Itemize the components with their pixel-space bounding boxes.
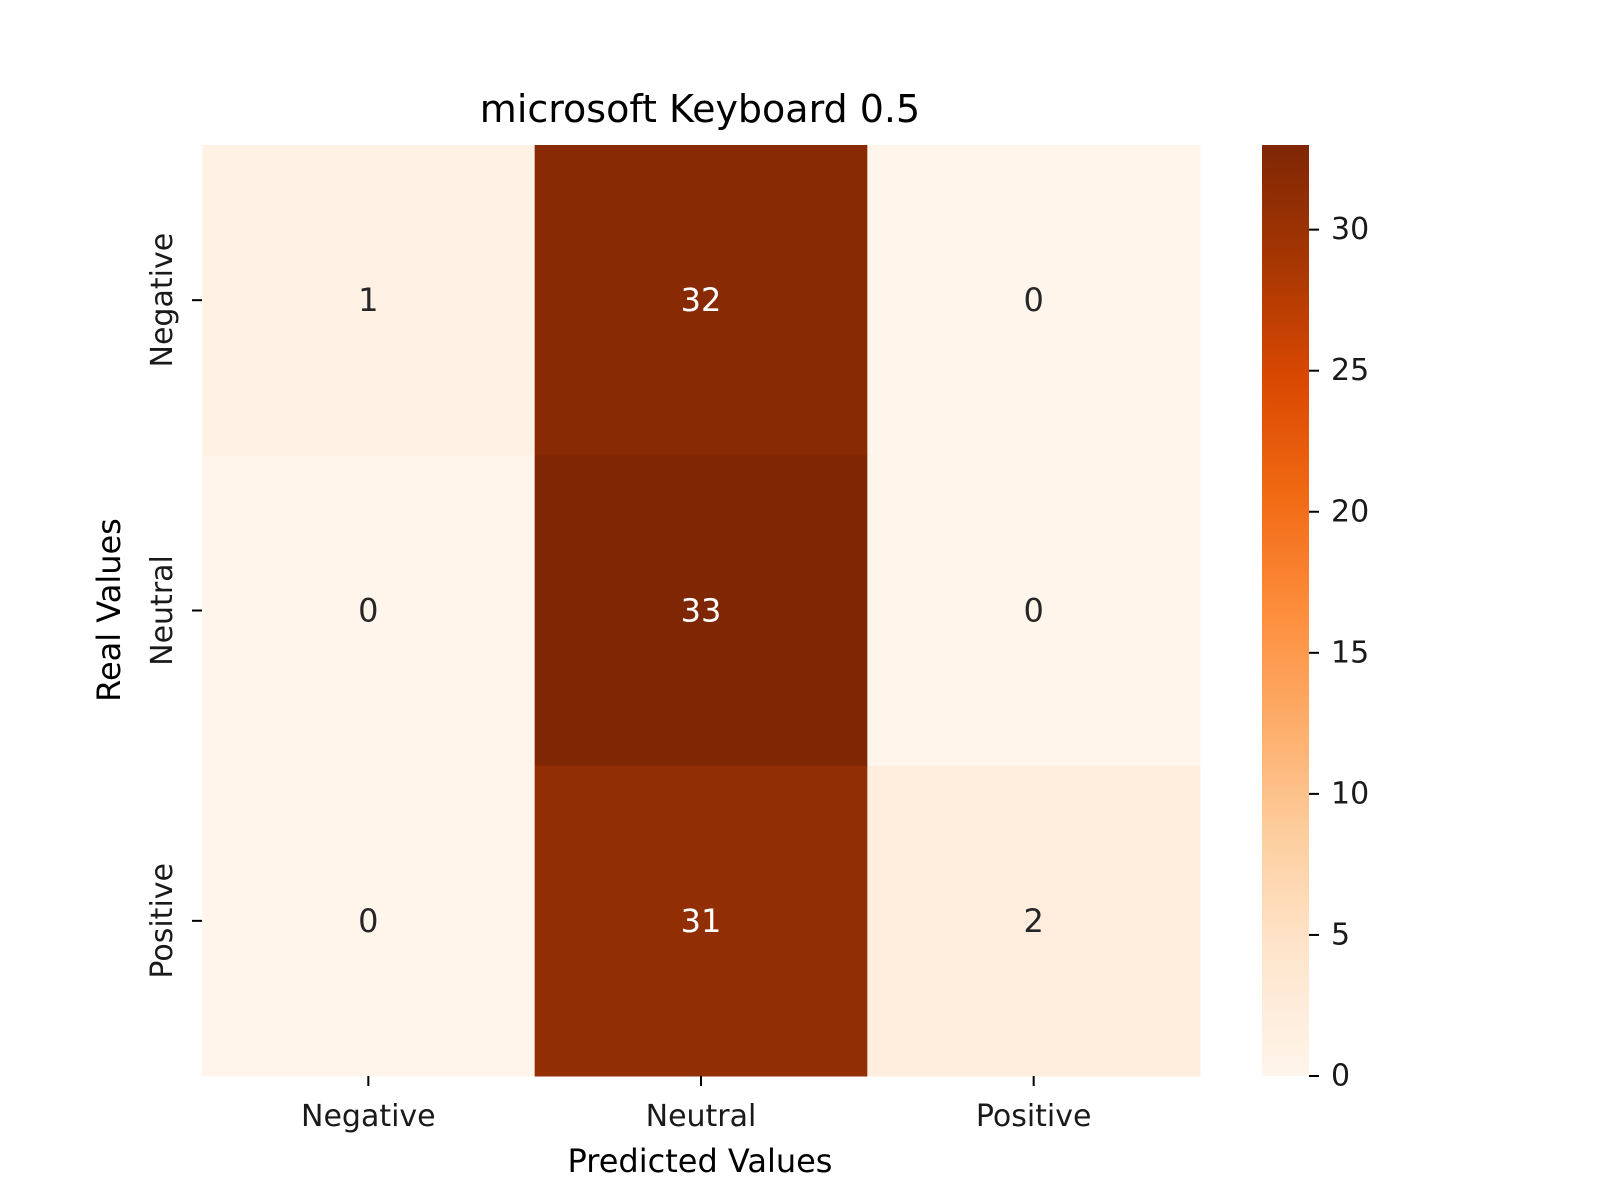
colorbar-tick-label: 30 [1331,212,1369,247]
colorbar-tick-label: 10 [1331,776,1369,811]
y-axis: Negative Neutral Positive [145,233,202,979]
y-axis-label: Real Values [90,518,128,702]
y-tick-label: Neutral [145,555,180,666]
cell-value-label: 0 [1023,592,1043,630]
y-tick-label: Negative [145,233,180,368]
cell-value-label: 1 [358,281,378,319]
heatmap-cell [202,145,536,456]
heatmap-cell [534,145,868,456]
x-tick-label: Neutral [646,1099,757,1134]
colorbar-tick-label: 15 [1331,635,1369,670]
x-axis-label: Predicted Values [568,1142,833,1180]
heatmap-cell [867,145,1201,456]
heatmap-cells: 1 32 0 0 33 0 0 31 2 [202,145,1201,1077]
heatmap-cell [202,455,536,767]
x-tick-label: Positive [976,1099,1092,1134]
heatmap-cell [202,765,536,1077]
cell-value-label: 0 [1023,281,1043,319]
colorbar-tick-label: 20 [1331,494,1369,529]
cell-value-label: 33 [681,592,722,630]
colorbar-tick-label: 5 [1331,917,1350,952]
colorbar-tick-label: 25 [1331,353,1369,388]
heatmap-cell [534,765,868,1077]
cell-value-label: 2 [1023,902,1043,940]
colorbar-ticks: 0 5 10 15 20 25 30 [1309,212,1369,1094]
x-axis: Negative Neutral Positive [301,1076,1091,1134]
heatmap-cell [867,765,1201,1077]
cell-value-label: 0 [358,902,378,940]
cell-value-label: 0 [358,592,378,630]
colorbar-tick-label: 0 [1331,1059,1350,1094]
heatmap-cell [867,455,1201,767]
cell-value-label: 32 [681,281,722,319]
y-tick-label: Positive [145,863,180,979]
x-tick-label: Negative [301,1099,436,1134]
chart-title: microsoft Keyboard 0.5 [480,87,920,131]
colorbar [1262,145,1309,1076]
cell-value-label: 31 [681,902,722,940]
heatmap-cell [534,455,868,767]
